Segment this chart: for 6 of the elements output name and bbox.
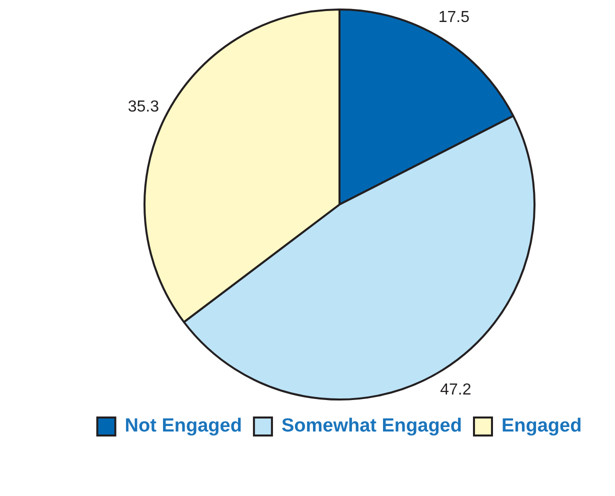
data-label: 35.3 [128, 98, 160, 116]
data-label: 47.2 [440, 382, 472, 399]
data-label: 17.5 [438, 9, 470, 26]
legend-label: Not Engaged [124, 416, 242, 437]
legend-label: Engaged [501, 416, 582, 437]
legend-label: Somewhat Engaged [281, 416, 462, 437]
